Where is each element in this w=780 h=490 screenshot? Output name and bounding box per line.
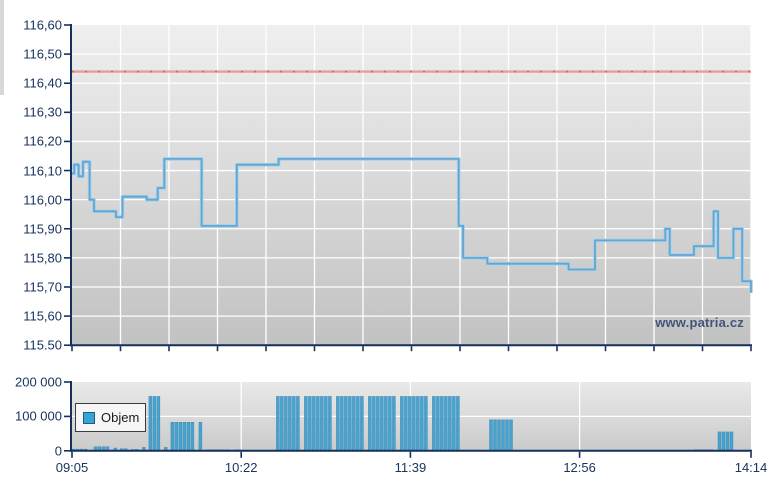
price-axis-tick-label: 116,10	[23, 163, 62, 179]
legend-label: Objem	[101, 410, 140, 425]
price-axis-tick-label: 116,60	[23, 17, 62, 33]
price-axis-tick-label: 116,50	[23, 46, 62, 62]
volume-axis-tick-label: 200 000	[15, 374, 62, 390]
price-axis-tick-label: 115,70	[23, 279, 62, 295]
price-axis-tick-label: 115,60	[23, 308, 62, 324]
watermark-link[interactable]: www.patria.cz	[655, 315, 744, 330]
volume-axis-tick-label: 100 000	[15, 408, 62, 424]
time-axis-tick-label: 11:39	[394, 460, 427, 475]
page-edge-strip	[0, 0, 4, 95]
price-axis-tick-label: 116,00	[23, 192, 62, 208]
price-axis-tick-label: 115,90	[23, 221, 62, 237]
legend-box[interactable]: Objem	[75, 403, 146, 432]
price-axis-tick-label: 115,80	[23, 250, 62, 266]
time-axis-tick-label: 10:22	[224, 460, 258, 475]
time-axis-tick-label: 14:14	[734, 460, 768, 475]
time-axis-tick-label: 12:56	[563, 460, 596, 475]
price-axis-tick-label: 115.50	[23, 337, 62, 353]
price-axis-tick-label: 116,20	[23, 133, 62, 149]
price-axis-tick-label: 116,30	[23, 104, 62, 120]
volume-series-swatch-icon	[83, 411, 95, 424]
volume-axis-tick-label: 0	[54, 443, 62, 459]
price-axis-tick-label: 116,40	[23, 75, 62, 91]
time-axis-tick-label: 09:05	[55, 460, 89, 475]
